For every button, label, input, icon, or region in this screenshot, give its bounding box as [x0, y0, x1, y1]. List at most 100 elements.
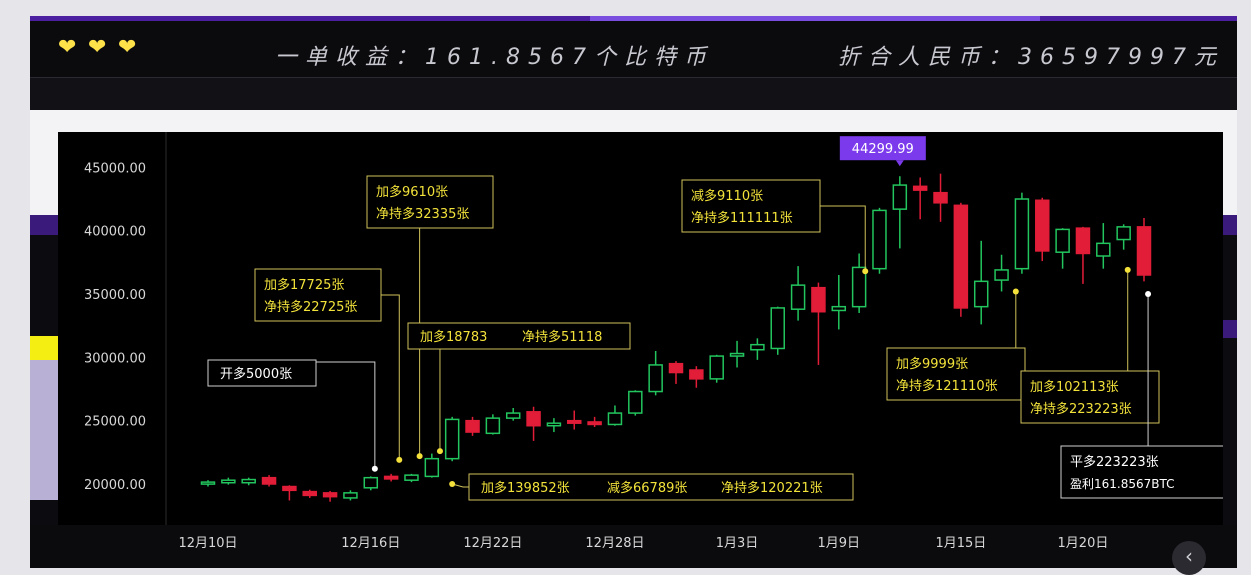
- candle-down: [912, 185, 928, 191]
- annotation-text: 净持多120221张: [721, 480, 823, 496]
- candle-up: [363, 476, 379, 489]
- candle-up: [851, 266, 867, 308]
- header-bar: ❤❤❤ 一单收益：161.8567个比特币 折合人民币：36597997元: [30, 16, 1237, 77]
- rmb-text: 折合人民币：36597997元: [838, 45, 1224, 70]
- annotation: 开多5000张: [207, 359, 378, 472]
- candle-up: [343, 492, 358, 499]
- candle-down: [465, 419, 480, 433]
- candle-up: [444, 418, 460, 460]
- candle-up: [546, 422, 562, 427]
- candle-down: [261, 476, 277, 485]
- candle-down: [567, 419, 582, 424]
- profit-text: 一单收益：161.8567个比特币: [275, 45, 714, 70]
- candle-up: [729, 352, 745, 357]
- annotation-text: 开多5000张: [220, 366, 292, 382]
- y-tick-label: 25000.00: [84, 415, 146, 430]
- annotation-text: 净持多223223张: [1030, 401, 1132, 417]
- annotation-leader: [452, 483, 469, 488]
- candle-up: [892, 184, 908, 210]
- header-sub-band: [30, 77, 1237, 111]
- decor-left-lavender: [30, 360, 58, 500]
- candlestick-chart: 20000.00 25000.00 30000.00 35000.00 40000.00…: [84, 132, 1236, 525]
- annotation-box: [1060, 445, 1236, 499]
- annotation-box: [886, 347, 1026, 401]
- y-tick-label: 35000.00: [84, 288, 146, 303]
- candle-down: [933, 191, 948, 204]
- candle-up: [973, 280, 989, 308]
- candle-up: [628, 390, 643, 414]
- annotation-box: [468, 473, 854, 501]
- peak-label-box: [839, 136, 926, 161]
- candle-up: [994, 269, 1009, 281]
- candle-up: [648, 364, 663, 393]
- annotation-leader: [820, 205, 866, 272]
- annotation-text: 加多139852张: [481, 480, 570, 496]
- heart-icon: ❤: [88, 35, 117, 60]
- annotation-leader: [439, 335, 630, 452]
- candle-up: [607, 412, 623, 426]
- annotation-text: 减多9110张: [691, 188, 763, 204]
- annotation-text: 平多223223张: [1070, 454, 1159, 470]
- x-tick-label: 1月9日: [818, 536, 861, 551]
- candle-down: [811, 286, 826, 313]
- candle-up: [404, 474, 419, 481]
- chart-area: 20000.00 25000.00 30000.00 35000.00 40000.00…: [58, 132, 1236, 525]
- annotation-text: 加多9999张: [896, 356, 968, 372]
- candle-up: [241, 478, 256, 484]
- candle-down: [383, 475, 399, 480]
- candle-up: [505, 412, 521, 419]
- annotation-text: 净持多121110张: [896, 378, 998, 394]
- annotation-box: [207, 359, 317, 387]
- x-tick-label: 12月10日: [178, 536, 237, 551]
- annotation: 加多139852张 减多66789张 净持多120221张: [449, 473, 854, 501]
- annotation-text: 加多9610张: [376, 184, 448, 200]
- candle-down: [302, 490, 317, 497]
- annotation-dot: [1012, 288, 1019, 295]
- heart-icon: ❤: [58, 35, 87, 60]
- decor-right-purple: [1222, 320, 1237, 338]
- candle-down: [1136, 226, 1152, 276]
- annotation-text: 净持多32335张: [376, 206, 469, 222]
- candle-down: [526, 411, 541, 427]
- annotation-text: 净持多111111张: [691, 210, 793, 226]
- annotation-dot: [371, 465, 378, 472]
- y-tick-label: 45000.00: [84, 161, 146, 176]
- candle-up: [1055, 228, 1070, 253]
- peak-label-text: 44299.99: [852, 142, 914, 157]
- decor-right-purple: [1222, 215, 1237, 235]
- candle-up: [872, 209, 887, 270]
- candle-up: [424, 457, 440, 478]
- annotation-leader: [381, 294, 400, 460]
- annotation-box: [366, 175, 494, 229]
- annotation-text: 净持多51118: [522, 329, 602, 345]
- annotation-dot: [396, 456, 403, 463]
- x-tick-label: 1月15日: [935, 536, 986, 551]
- y-tick-label: 20000.00: [84, 478, 146, 493]
- x-tick-label: 1月20日: [1058, 536, 1109, 551]
- annotation-dot: [1124, 266, 1131, 273]
- candle-up: [831, 305, 847, 312]
- candle-up: [485, 417, 501, 435]
- y-tick-label: 30000.00: [84, 351, 146, 366]
- annotation-text: 净持多22725张: [264, 299, 357, 315]
- candle-down: [282, 485, 297, 492]
- peak-label-pointer: [895, 160, 904, 167]
- bottom-bar: 12月10日 12月16日 12月22日 12月28日 1月3日 1月9日 1月15日 1月2…: [30, 525, 1237, 568]
- decor-left-purple: [30, 215, 58, 235]
- candle-up: [1116, 226, 1131, 241]
- annotation-box: [407, 322, 631, 350]
- back-chevron-icon[interactable]: ‹: [1172, 541, 1206, 575]
- header-highlight: [590, 16, 1040, 21]
- annotation: 加多18783 净持多51118: [407, 322, 631, 455]
- candle-down: [587, 421, 602, 426]
- candle-down: [322, 492, 338, 498]
- candle-down: [668, 362, 684, 374]
- annotation-text: 减多66789张: [607, 480, 687, 496]
- candle-up: [1096, 242, 1111, 257]
